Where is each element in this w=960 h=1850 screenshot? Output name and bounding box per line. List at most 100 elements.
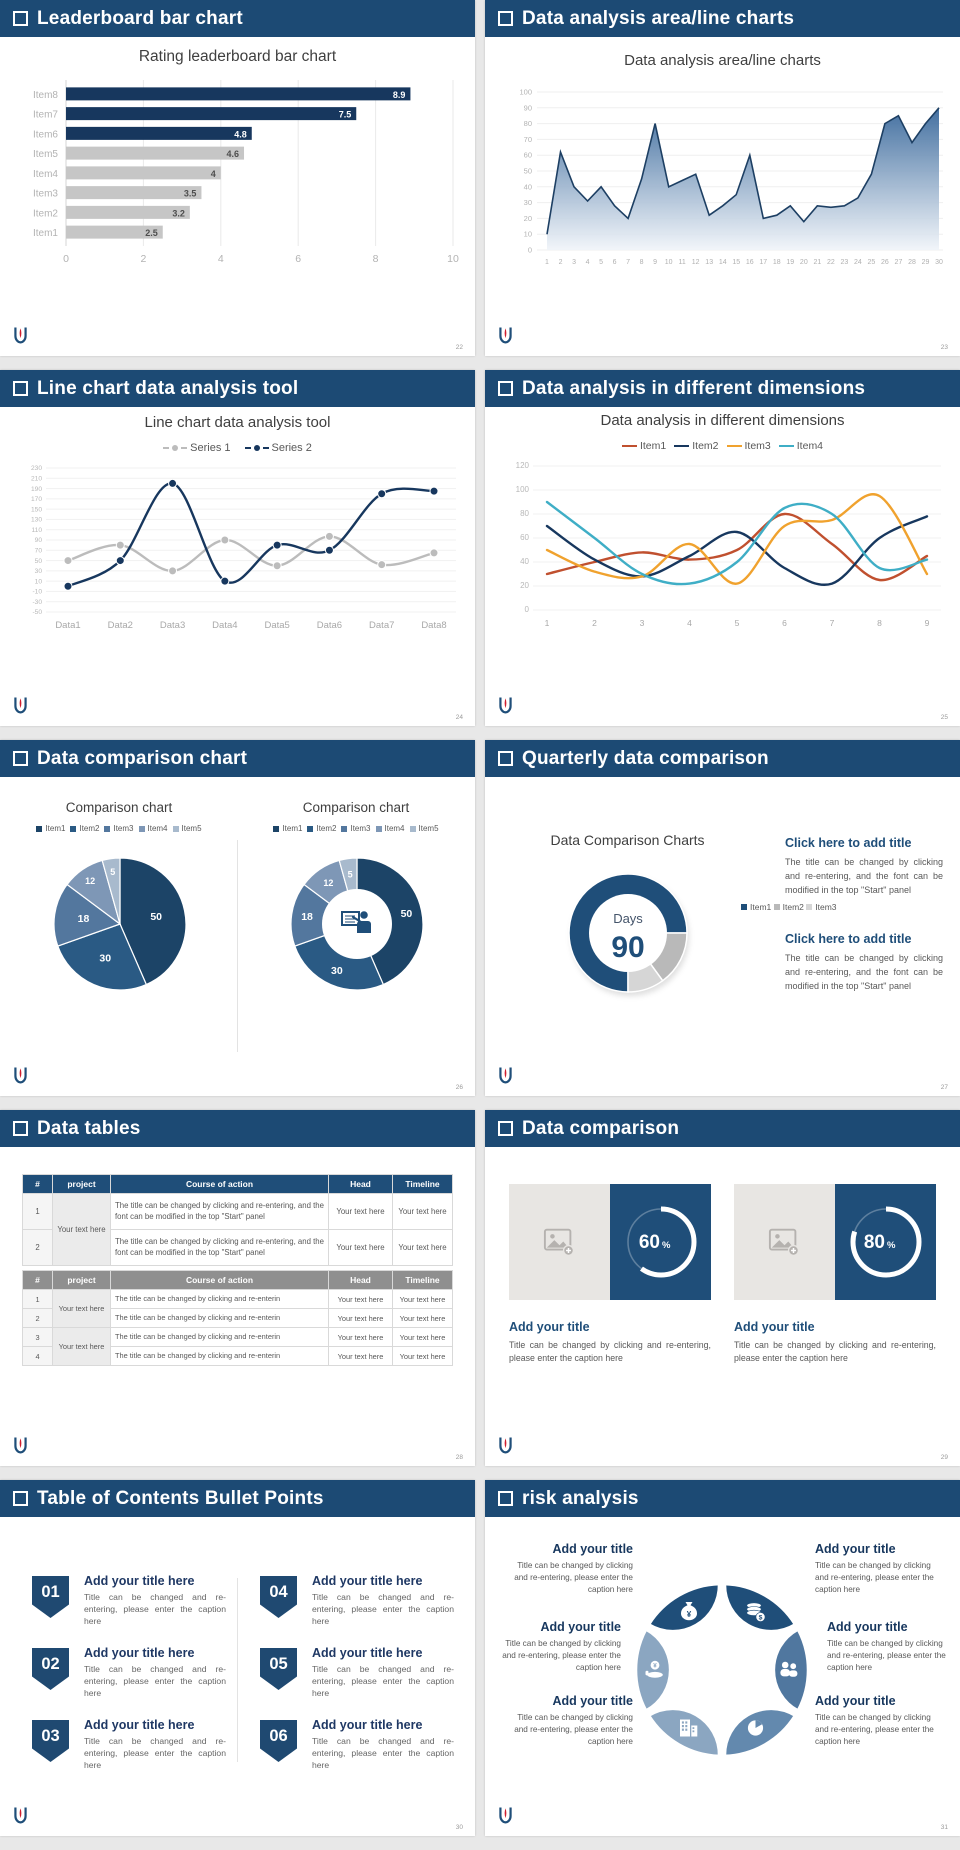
coins-icon: $ xyxy=(746,1602,766,1622)
square-bullet-icon xyxy=(498,381,513,396)
chart-legend: Item1 Item2 Item3 Item4 xyxy=(485,440,960,452)
svg-text:90: 90 xyxy=(611,931,644,964)
text-block: Click here to add title The title can be… xyxy=(785,836,943,898)
toc-number-badge: 05 xyxy=(260,1648,297,1690)
donut-chart: 50 30 18 12 5 xyxy=(290,857,424,991)
svg-text:20: 20 xyxy=(524,214,532,223)
slide-header: Data comparison xyxy=(485,1110,960,1147)
square-bullet-icon xyxy=(13,381,28,396)
svg-text:50: 50 xyxy=(150,911,162,923)
svg-text:8: 8 xyxy=(373,253,379,265)
page-number: 31 xyxy=(940,1824,948,1831)
legend-series-2: Series 2 xyxy=(244,442,312,454)
svg-text:3: 3 xyxy=(572,259,576,266)
slide-title: Data analysis in different dimensions xyxy=(522,377,866,399)
slide-quarterly-comparison[interactable]: Quarterly data comparison Data Compariso… xyxy=(485,740,960,1096)
svg-text:4: 4 xyxy=(586,259,590,266)
square-bullet-icon xyxy=(498,751,513,766)
slide-data-comparison-chart[interactable]: Data comparison chart Comparison chart C… xyxy=(0,740,475,1096)
block-title: Click here to add title xyxy=(785,836,912,850)
donut-legend: Item1 Item2 Item3 Item4 Item5 xyxy=(245,824,467,833)
risk-block: Add your title Title can be changed by cl… xyxy=(514,1542,633,1594)
svg-text:30: 30 xyxy=(935,259,943,266)
chart-title: Data analysis in different dimensions xyxy=(600,412,845,429)
toc-number-badge: 06 xyxy=(260,1720,297,1762)
svg-text:19: 19 xyxy=(786,259,794,266)
svg-text:28: 28 xyxy=(908,259,916,266)
chart-legend: Series 1 Series 2 xyxy=(0,442,475,454)
toc-item: Add your title here Title can be changed … xyxy=(84,1574,226,1627)
svg-text:4: 4 xyxy=(211,169,216,179)
slide-leaderboard-bar-chart[interactable]: Leaderboard bar chart Rating leaderboard… xyxy=(0,0,475,356)
svg-text:26: 26 xyxy=(881,259,889,266)
svg-text:3.5: 3.5 xyxy=(184,189,197,199)
presenter-icon xyxy=(341,911,371,933)
svg-text:70: 70 xyxy=(524,135,532,144)
svg-text:100: 100 xyxy=(516,485,530,494)
svg-text:2.5: 2.5 xyxy=(145,228,158,238)
svg-text:150: 150 xyxy=(31,506,42,513)
university-logo-icon xyxy=(14,1807,27,1824)
slide-dimensions-line-chart[interactable]: Data analysis in different dimensions Da… xyxy=(485,370,960,726)
svg-text:170: 170 xyxy=(31,496,42,503)
svg-text:7.5: 7.5 xyxy=(339,110,352,120)
svg-text:50: 50 xyxy=(35,558,43,565)
svg-text:4: 4 xyxy=(218,253,224,265)
svg-text:40: 40 xyxy=(520,557,529,566)
svg-text:20: 20 xyxy=(800,259,808,266)
risk-block: Add your title Title can be changed by cl… xyxy=(502,1620,621,1672)
svg-text:%: % xyxy=(662,1240,671,1251)
svg-text:11: 11 xyxy=(679,259,686,266)
svg-text:¥: ¥ xyxy=(687,1610,692,1619)
slide-toc-bullet-points[interactable]: Table of Contents Bullet Points 01 Add y… xyxy=(0,1480,475,1836)
money-bag-icon: ¥ xyxy=(681,1602,697,1621)
toc-number-badge: 03 xyxy=(32,1720,69,1762)
slide-data-comparison-cards[interactable]: Data comparison 60% Add your title Title… xyxy=(485,1110,960,1466)
toc-item: Add your title here Title can be changed … xyxy=(312,1574,454,1627)
svg-text:30: 30 xyxy=(99,952,111,964)
svg-text:3.2: 3.2 xyxy=(172,208,185,218)
svg-text:9: 9 xyxy=(653,259,657,266)
svg-text:21: 21 xyxy=(813,259,821,266)
svg-text:2: 2 xyxy=(140,253,146,265)
slide-title: Quarterly data comparison xyxy=(522,747,769,769)
text-block: Click here to add title The title can be… xyxy=(785,932,943,994)
svg-text:Data5: Data5 xyxy=(264,620,289,631)
navy-data-table: # project Course of action Head Timeline 1 Yo… xyxy=(22,1174,453,1266)
svg-text:$: $ xyxy=(759,1614,763,1621)
svg-text:4.6: 4.6 xyxy=(227,149,240,159)
slide-line-chart-tool[interactable]: Line chart data analysis tool Line chart… xyxy=(0,370,475,726)
square-bullet-icon xyxy=(498,1121,513,1136)
svg-text:50: 50 xyxy=(401,908,413,920)
svg-text:Data6: Data6 xyxy=(317,620,342,631)
table-row: 2 The title can be changed by clicking an… xyxy=(22,1229,453,1266)
people-icon xyxy=(780,1661,798,1677)
svg-text:Item6: Item6 xyxy=(33,129,58,140)
slide-data-tables[interactable]: Data tables # project Course of action Head… xyxy=(0,1110,475,1466)
slide-risk-analysis[interactable]: risk analysis ¥ $ ¥ Add your title Title ca… xyxy=(485,1480,960,1836)
square-bullet-icon xyxy=(13,1121,28,1136)
svg-text:22: 22 xyxy=(827,259,835,266)
slide-title: Table of Contents Bullet Points xyxy=(37,1487,324,1509)
svg-text:2: 2 xyxy=(592,618,597,628)
block-body: The title can be changed by clicking and… xyxy=(785,857,943,895)
slide-title: Data comparison xyxy=(522,1117,680,1139)
svg-text:Data1: Data1 xyxy=(55,620,80,631)
square-bullet-icon xyxy=(498,1491,513,1506)
svg-text:Item1: Item1 xyxy=(33,228,58,239)
risk-block: Add your title Title can be changed by cl… xyxy=(827,1620,946,1672)
toc-item: Add your title here Title can be changed … xyxy=(312,1646,454,1699)
page-number: 29 xyxy=(940,1454,948,1461)
block-body: The title can be changed by clicking and… xyxy=(785,953,943,991)
svg-text:23: 23 xyxy=(840,259,848,266)
svg-text:9: 9 xyxy=(925,618,930,628)
svg-text:Item3: Item3 xyxy=(33,189,58,200)
svg-text:15: 15 xyxy=(732,259,740,266)
page-number: 28 xyxy=(455,1454,463,1461)
svg-text:18: 18 xyxy=(78,913,90,925)
university-logo-icon xyxy=(499,1437,512,1454)
svg-text:5: 5 xyxy=(348,869,353,879)
slide-area-line-charts[interactable]: Data analysis area/line charts Data anal… xyxy=(485,0,960,356)
column-divider xyxy=(237,1578,238,1762)
